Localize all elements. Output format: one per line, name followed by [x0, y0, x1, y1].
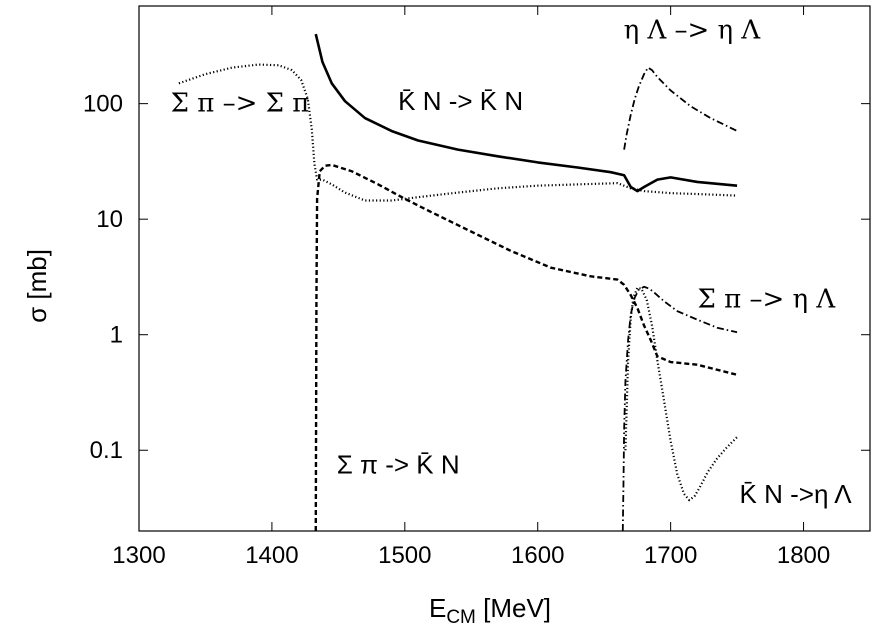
plot-border	[138, 5, 871, 532]
x-tick-label: 1700	[644, 542, 697, 569]
axis-ticks	[138, 6, 870, 531]
series-line-k-n-k-n	[314, 33, 738, 193]
x-axis-label: ECM [MeV]	[429, 593, 551, 628]
series-line-k-n	[314, 163, 738, 532]
series-annotation-label: Σ π –> η Λ	[697, 285, 836, 315]
x-axis-label-unit: [MeV]	[476, 593, 551, 623]
series-line-4	[621, 285, 738, 532]
plot-frame	[138, 5, 871, 532]
series-annotation-label: Σ π –> Σ π	[171, 89, 310, 119]
y-axis-label: σ [mb]	[22, 249, 52, 323]
y-tick-label: 10	[96, 206, 123, 233]
series-line-3	[623, 66, 738, 150]
x-tick-label: 1800	[777, 542, 830, 569]
annotation-layer: η Λ –> η Λ K̄ N -> K̄ N Σ π –> Σ π Σ π –> η…	[171, 15, 853, 508]
series-annotation-label: K̄ N ->η Λ	[740, 479, 853, 509]
x-axis-label-main: E	[429, 593, 446, 623]
series-annotation-label: η Λ –> η Λ	[624, 15, 762, 45]
series-annotation-label: K̄ N -> K̄ N	[398, 86, 523, 116]
y-tick-label: 100	[83, 91, 123, 118]
axis-tick-labels: 1300 1400 1500 1600 1700 1800 0.1 1 10 100	[83, 91, 830, 569]
x-axis-label-subscript: CM	[446, 607, 476, 628]
x-tick-label: 1400	[245, 542, 298, 569]
series-line-1	[178, 63, 738, 202]
y-tick-label: 0.1	[90, 437, 123, 464]
x-tick-label: 1500	[378, 542, 431, 569]
x-tick-label: 1600	[511, 542, 564, 569]
y-tick-label: 1	[110, 322, 123, 349]
series-annotation-label: Σ π -> K̄ N	[337, 450, 460, 480]
series-line-k-n	[624, 286, 738, 502]
x-tick-label: 1300	[112, 542, 165, 569]
series-layer	[178, 33, 738, 532]
